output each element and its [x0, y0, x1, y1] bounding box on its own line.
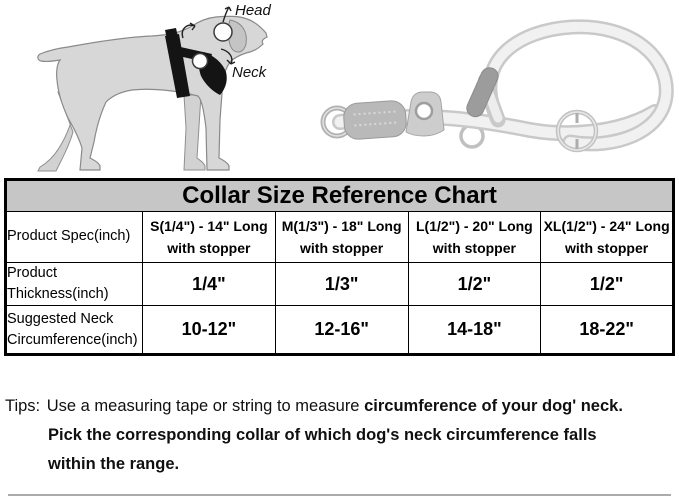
thickness-s: 1/4": [142, 261, 276, 307]
head-arrow-icon: [222, 6, 232, 23]
collar-slider-ring-icon: [555, 109, 599, 153]
row-label-thickness-line2: Thickness(inch): [7, 286, 109, 303]
corner-label: Product Spec(inch): [5, 211, 143, 263]
tips-label: Tips:: [5, 397, 41, 416]
col-header-xl-size: XL(1/2") - 24" Long: [543, 217, 670, 234]
circumference-m: 12-16": [274, 305, 409, 356]
col-header-l-note: with stopper: [432, 240, 516, 256]
collar-tab: [405, 91, 445, 137]
thickness-l: 1/2": [407, 261, 542, 307]
harness-shoulder-strap: [165, 34, 190, 98]
neck-marker-circle: [191, 52, 209, 70]
col-header-l-size: L(1/2") - 20" Long: [416, 217, 533, 234]
row-label-thickness: Product Thickness(inch): [5, 261, 143, 307]
col-header-xl-note: with stopper: [565, 240, 649, 256]
circumference-l: 14-18": [407, 305, 542, 356]
neck-arrow-icon: [220, 48, 236, 65]
col-header-m: M(1/3") - 18" Long with stopper: [274, 211, 409, 263]
product-illustrations: Head Neck: [0, 0, 679, 178]
table-title: Collar Size Reference Chart: [5, 179, 674, 212]
thickness-m: 1/3": [274, 261, 409, 307]
col-header-s-note: with stopper: [167, 240, 251, 256]
collar-tab-hole-icon: [414, 101, 434, 121]
neck-label: Neck: [232, 64, 268, 81]
head-label: Head: [235, 2, 272, 19]
size-chart-table: Collar Size Reference Chart Product Spec…: [4, 178, 675, 357]
head-marker-circle: [213, 22, 233, 42]
neck-rotation-arrow-icon: [181, 22, 196, 39]
dog-diagram: Head Neck: [37, 2, 272, 172]
tips-line1-regular: Use a measuring tape or string to measur…: [46, 397, 360, 416]
thickness-xl: 1/2": [540, 261, 674, 307]
dog-far-front-leg: [183, 94, 206, 171]
tips-line1-emphasis: circumference of your dog' neck.: [364, 397, 623, 416]
col-header-l: L(1/2") - 20" Long with stopper: [407, 211, 542, 263]
collar-keeper: [466, 67, 499, 118]
col-header-s: S(1/4") - 14" Long with stopper: [142, 211, 276, 263]
bottom-divider: [8, 494, 671, 496]
row-label-circumference: Suggested Neck Circumference(inch): [5, 305, 143, 356]
tips-section: Tips: Use a measuring tape or string to …: [5, 392, 679, 479]
col-header-xl: XL(1/2") - 24" Long with stopper: [540, 211, 674, 263]
illustration-canvas: Head Neck: [37, 2, 674, 172]
col-header-s-size: S(1/4") - 14" Long: [150, 217, 268, 234]
row-label-thickness-line1: Product: [7, 265, 57, 281]
row-label-circumference-line1: Suggested Neck: [7, 310, 114, 327]
circumference-xl: 18-22": [540, 305, 674, 356]
circumference-s: 10-12": [142, 305, 276, 356]
collar-brand-sleeve: [343, 100, 407, 140]
tips-line3: within the range.: [48, 455, 180, 474]
collar-photo: [320, 19, 674, 153]
tips-line1: Tips: Use a measuring tape or string to …: [5, 392, 679, 421]
col-header-m-size: M(1/3") - 18" Long: [281, 217, 402, 234]
row-label-circumference-line2: Circumference(inch): [7, 331, 138, 348]
col-header-m-note: with stopper: [300, 240, 384, 256]
tips-line2: Pick the corresponding collar of which d…: [48, 426, 597, 445]
